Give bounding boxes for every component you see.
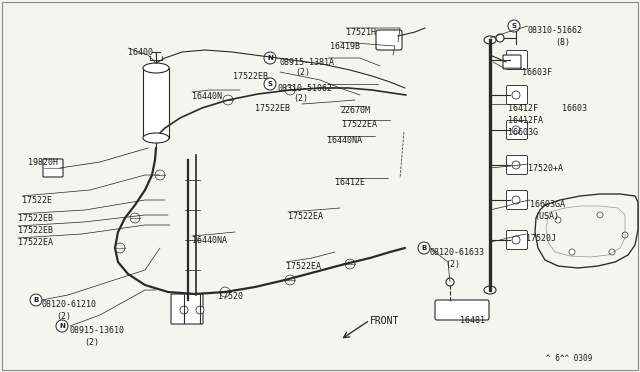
Text: 08310-51062: 08310-51062 (278, 84, 333, 93)
Text: 16440NA: 16440NA (192, 236, 227, 245)
Circle shape (508, 20, 520, 32)
Text: 17522E: 17522E (22, 196, 52, 205)
Text: 17522EB: 17522EB (255, 104, 290, 113)
Circle shape (622, 232, 628, 238)
Ellipse shape (143, 133, 169, 143)
Text: 08120-61210: 08120-61210 (42, 300, 97, 309)
Circle shape (597, 212, 603, 218)
Text: 16440N: 16440N (192, 92, 222, 101)
Text: 16419B: 16419B (330, 42, 360, 51)
Text: 17522EB: 17522EB (18, 226, 53, 235)
Text: 17522EA: 17522EA (342, 120, 377, 129)
Text: 08915-13610: 08915-13610 (70, 326, 125, 335)
Circle shape (512, 91, 520, 99)
Text: S: S (268, 81, 273, 87)
Ellipse shape (484, 36, 496, 44)
FancyBboxPatch shape (506, 190, 527, 209)
Text: (2): (2) (445, 260, 460, 269)
Ellipse shape (143, 63, 169, 73)
Text: 16412FA: 16412FA (508, 116, 543, 125)
Text: 16603GA: 16603GA (530, 200, 565, 209)
FancyBboxPatch shape (171, 294, 203, 324)
Text: (2): (2) (56, 312, 71, 321)
Text: ^ 6^^ 0309: ^ 6^^ 0309 (546, 354, 592, 363)
Text: N: N (59, 323, 65, 329)
Text: 16603G: 16603G (508, 128, 538, 137)
Text: 22670M: 22670M (340, 106, 370, 115)
FancyBboxPatch shape (506, 51, 527, 70)
Circle shape (180, 306, 188, 314)
Circle shape (418, 242, 430, 254)
Text: 08120-61633: 08120-61633 (430, 248, 485, 257)
Circle shape (512, 56, 520, 64)
Text: 17522EB: 17522EB (18, 214, 53, 223)
Circle shape (446, 278, 454, 286)
Text: FRONT: FRONT (370, 316, 399, 326)
Text: 08915-1381A: 08915-1381A (280, 58, 335, 67)
Text: (8): (8) (555, 38, 570, 47)
Text: 16603: 16603 (562, 104, 587, 113)
Circle shape (555, 217, 561, 223)
Circle shape (569, 249, 575, 255)
Circle shape (264, 78, 276, 90)
Bar (143, 68, 169, 138)
Text: 17520J: 17520J (526, 234, 556, 243)
Circle shape (512, 196, 520, 204)
Text: (2): (2) (84, 338, 99, 347)
Text: (USA): (USA) (534, 212, 559, 221)
Ellipse shape (484, 286, 496, 294)
Text: B: B (33, 297, 38, 303)
Text: (2): (2) (295, 68, 310, 77)
FancyBboxPatch shape (506, 121, 527, 140)
Text: 17520+A: 17520+A (528, 164, 563, 173)
Text: S: S (511, 23, 516, 29)
FancyBboxPatch shape (506, 86, 527, 105)
Circle shape (30, 294, 42, 306)
FancyBboxPatch shape (376, 30, 402, 50)
Text: B: B (421, 245, 427, 251)
Text: N: N (267, 55, 273, 61)
Text: 17522EA: 17522EA (286, 262, 321, 271)
Circle shape (512, 126, 520, 134)
Text: 17522EB: 17522EB (233, 72, 268, 81)
Text: 17520: 17520 (218, 292, 243, 301)
Text: 16603F: 16603F (522, 68, 552, 77)
FancyBboxPatch shape (506, 155, 527, 174)
Circle shape (56, 320, 68, 332)
FancyBboxPatch shape (43, 159, 63, 177)
Text: 16481: 16481 (460, 316, 485, 325)
Circle shape (512, 236, 520, 244)
Circle shape (496, 34, 504, 42)
Text: 17521H: 17521H (346, 28, 376, 37)
Circle shape (196, 306, 204, 314)
FancyBboxPatch shape (506, 231, 527, 250)
Text: 08310-51662: 08310-51662 (528, 26, 583, 35)
FancyBboxPatch shape (435, 300, 489, 320)
Text: 16412E: 16412E (335, 178, 365, 187)
Text: 19820H: 19820H (28, 158, 58, 167)
Text: (2): (2) (293, 94, 308, 103)
Text: 17522EA: 17522EA (288, 212, 323, 221)
Circle shape (609, 249, 615, 255)
Text: 17522EA: 17522EA (18, 238, 53, 247)
Text: 16400: 16400 (128, 48, 153, 57)
Circle shape (264, 52, 276, 64)
Circle shape (512, 161, 520, 169)
FancyBboxPatch shape (503, 55, 521, 69)
Text: 16440NA: 16440NA (327, 136, 362, 145)
Text: 16412F: 16412F (508, 104, 538, 113)
